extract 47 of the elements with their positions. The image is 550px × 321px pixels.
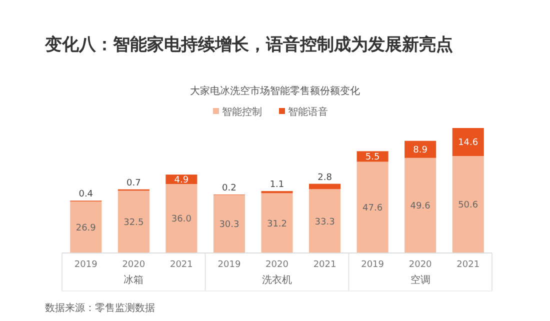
bar — [452, 156, 484, 253]
data-label: 33.3 — [314, 217, 335, 228]
legend-label: 智能控制 — [222, 106, 262, 118]
data-label: 36.0 — [171, 214, 192, 225]
legend-label: 智能语音 — [288, 106, 328, 118]
data-label: 14.6 — [458, 138, 478, 148]
x-tick-label: 2019 — [361, 260, 384, 270]
bar — [404, 158, 436, 253]
x-tick-label: 2020 — [266, 260, 289, 270]
bar — [404, 140, 436, 158]
bar — [213, 194, 245, 253]
source-note: 数据来源：零售监测数据 — [45, 302, 155, 314]
data-label: 0.4 — [78, 190, 94, 200]
text: 洗衣机 — [262, 274, 292, 286]
data-label: 8.9 — [413, 146, 428, 156]
data-label: 1.1 — [270, 180, 284, 190]
x-tick-label: 2020 — [122, 260, 146, 270]
x-tick-label: 2021 — [170, 260, 193, 270]
text: 冰箱 — [124, 274, 144, 286]
x-tick-label: 2019 — [218, 260, 241, 270]
data-label: 47.6 — [362, 204, 383, 214]
data-label: 4.9 — [174, 175, 189, 186]
bar — [309, 184, 341, 190]
bar — [70, 201, 102, 253]
x-tick-label: 2021 — [456, 260, 480, 270]
text: 空调 — [410, 274, 430, 286]
bar — [261, 193, 293, 253]
data-label: 31.2 — [266, 219, 288, 230]
chart-subtitle: 大家电冰洗空市场智能零售额份额变化 — [190, 85, 360, 97]
data-label: 0.2 — [222, 184, 236, 194]
chart-title: 变化八：智能家电持续增长，语音控制成为发展新亮点 — [44, 35, 453, 55]
data-label: 30.3 — [219, 220, 240, 230]
x-tick-label: 2019 — [74, 260, 98, 270]
x-tick-label: 2020 — [408, 260, 432, 270]
data-label: 50.6 — [458, 200, 478, 211]
data-label: 5.5 — [365, 152, 380, 163]
data-label: 49.6 — [410, 202, 431, 212]
bar — [166, 184, 198, 253]
x-tick-label: 2021 — [313, 260, 336, 270]
bar — [309, 189, 341, 253]
data-label: 0.7 — [126, 178, 141, 188]
bar — [118, 190, 150, 253]
data-label: 26.9 — [76, 223, 96, 234]
data-label: 2.8 — [318, 172, 332, 183]
bar — [356, 162, 388, 253]
bar — [452, 128, 484, 156]
data-label: 32.5 — [124, 218, 144, 228]
